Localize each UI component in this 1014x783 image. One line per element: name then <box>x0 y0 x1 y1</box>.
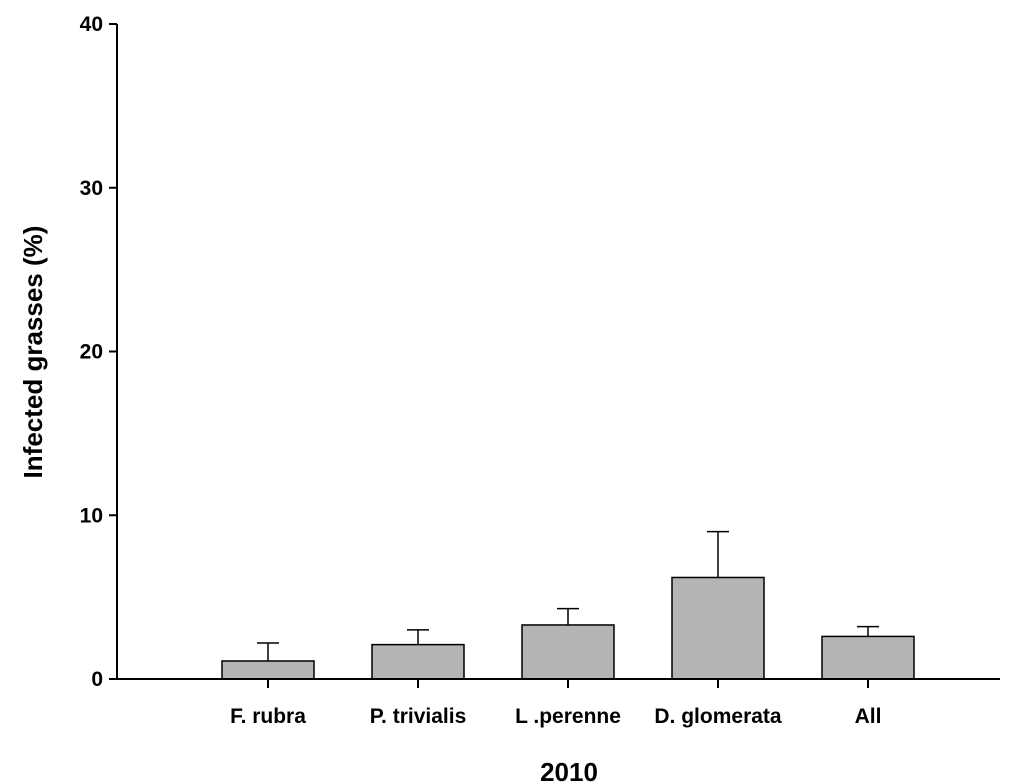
bars-group <box>221 576 915 680</box>
y-tick-label: 0 <box>91 668 103 691</box>
x-ticks-group: F. rubra P. trivialis L .perenne D. glomera… <box>230 679 881 728</box>
y-tick-label: 40 <box>80 13 103 36</box>
y-tick-label: 20 <box>80 341 103 364</box>
bar <box>821 635 915 680</box>
x-tick-label: F. rubra <box>230 705 306 728</box>
x-tick-label: D. glomerata <box>654 705 782 728</box>
error-bars-group <box>257 530 879 661</box>
bar <box>671 576 765 680</box>
bar <box>221 660 315 680</box>
y-tick-label: 10 <box>80 504 103 527</box>
x-axis-title: 2010 <box>540 757 598 783</box>
x-tick-label: L .perenne <box>515 705 621 728</box>
y-axis-title: Infected grasses (%) <box>18 226 48 479</box>
y-tick-label: 30 <box>80 177 103 200</box>
bar <box>521 624 615 680</box>
bar <box>371 643 465 680</box>
y-ticks-group: 0 10 20 30 40 <box>80 13 117 691</box>
x-tick-label: P. trivialis <box>370 705 467 728</box>
x-tick-label: All <box>855 705 882 728</box>
